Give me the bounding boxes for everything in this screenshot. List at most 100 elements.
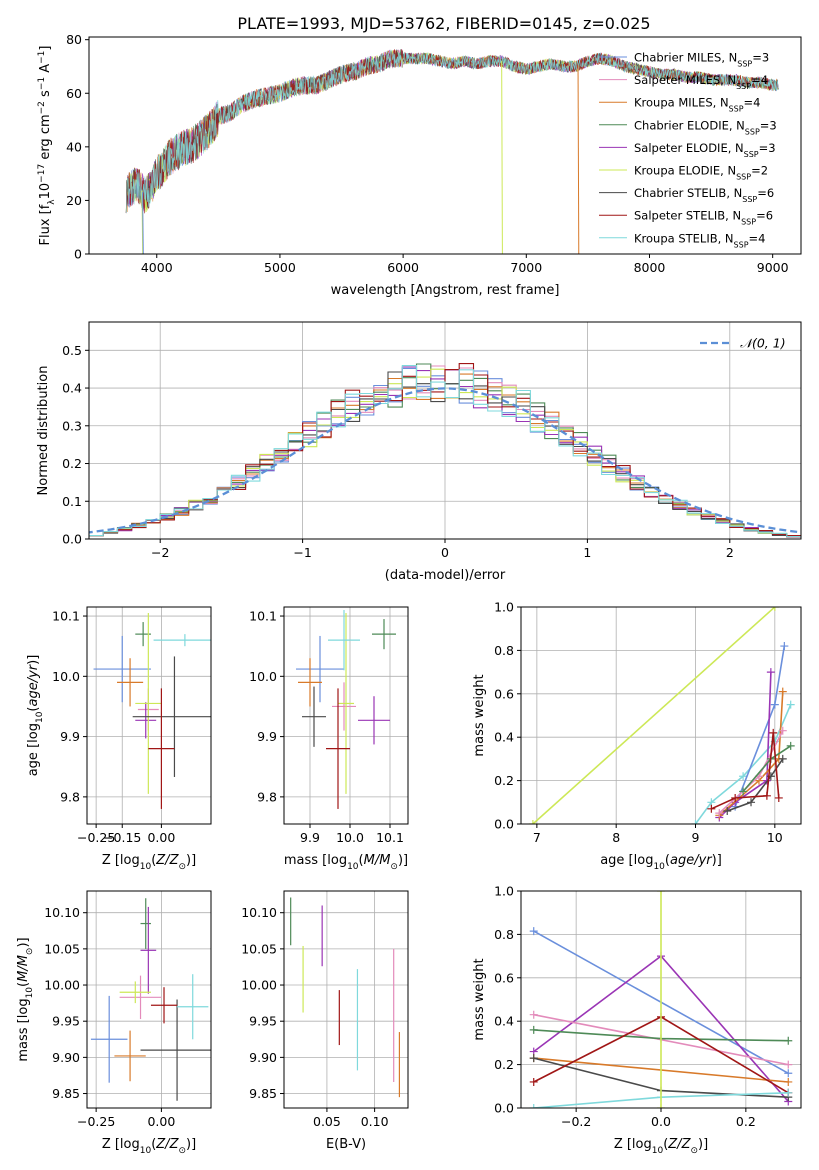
weight-marker xyxy=(529,1025,538,1034)
x-tick-label: 9000 xyxy=(757,260,789,275)
weight_vs_age-panel: 7 8 9 10 0.0 0.2 0.4 0.6 0.8 1.0 age [log10(age/yr… xyxy=(472,600,802,872)
spectrum-legend: Chabrier MILES, NSSP=3 Salpeter MILES, NS… xyxy=(599,51,777,249)
x-tick-label: 0 xyxy=(441,545,449,560)
y-tick-label: 0.4 xyxy=(494,730,514,745)
y-tick-label: 0.4 xyxy=(494,1014,514,1029)
residuals-panel: −2 −1 0 1 2 0.0 0.1 0.2 0.3 0.4 0.5 (data-model)/er… xyxy=(36,321,802,583)
weight-marker xyxy=(657,891,665,895)
histogram-step xyxy=(89,363,801,537)
y-tick-label: 0.2 xyxy=(62,456,82,471)
mass_vs_Z-frame xyxy=(86,890,212,1109)
weight_vs_Z-axes: −0.2 0.0 0.2 0.0 0.2 0.4 0.6 0.8 1.0 xyxy=(494,884,802,1129)
y-tick-label: 1.0 xyxy=(494,600,514,615)
x-tick-label: −0.2 xyxy=(561,1114,591,1129)
x-tick-label: 0.0 xyxy=(651,1114,671,1129)
mass_vs_ebv-frame xyxy=(283,890,409,1109)
y-tick-label: 10.1 xyxy=(52,609,80,624)
y-tick-label: 9.95 xyxy=(249,1014,277,1029)
spectrum-axes: 4000 5000 6000 7000 8000 9000 0 20 40 60 80 xyxy=(66,32,802,275)
legend-label: Chabrier MILES, NSSP=3 xyxy=(634,51,769,69)
residuals-axes: −2 −1 0 1 2 0.0 0.1 0.2 0.3 0.4 0.5 xyxy=(62,321,802,560)
x-tick-label: 7 xyxy=(533,830,541,845)
age_vs_Z-axes: −0.25−0.15 0.00 9.8 9.9 10.0 10.1 xyxy=(52,606,212,845)
x-tick-label: 0.2 xyxy=(736,1114,756,1129)
legend-label: Kroupa STELIB, NSSP=4 xyxy=(634,231,765,249)
weight-marker xyxy=(529,1054,538,1063)
legend-label: 𝒩(0, 1) xyxy=(740,336,786,351)
y-tick-label: 0.0 xyxy=(494,1101,514,1116)
weight-marker xyxy=(786,700,795,709)
age_vs_mass-axes: 9.9 10.0 10.1 9.8 9.9 10.0 10.1 xyxy=(249,606,409,845)
y-tick-label: 9.90 xyxy=(52,1050,80,1065)
spectrum-dropout xyxy=(577,65,580,254)
weight-marker xyxy=(707,804,716,813)
spectrum-panel: 4000 5000 6000 7000 8000 9000 0 20 40 60 80 wavelen… xyxy=(37,32,802,298)
weight-marker xyxy=(762,791,771,800)
y-tick-label: 80 xyxy=(66,32,82,47)
weight-marker xyxy=(778,754,787,763)
y-tick-label: 0.2 xyxy=(494,1057,514,1072)
x-tick-label: −0.25 xyxy=(77,830,115,845)
y-tick-label: 0 xyxy=(74,247,82,262)
weight-marker xyxy=(529,1077,538,1086)
y-tick-label: 9.85 xyxy=(52,1086,80,1101)
x-tick-label: 1 xyxy=(583,545,591,560)
mass_vs_Z-ylabel: mass [log10(M/M⊙)] xyxy=(16,937,35,1061)
weight_vs_Z-marks xyxy=(529,891,793,1108)
weight-marker xyxy=(715,809,724,818)
legend-label: Salpeter ELODIE, NSSP=3 xyxy=(634,141,776,159)
y-tick-label: 0.1 xyxy=(62,494,82,509)
age_vs_mass-marks xyxy=(296,610,396,809)
weight-marker xyxy=(780,642,789,651)
y-tick-label: 10.05 xyxy=(44,941,80,956)
y-tick-label: 40 xyxy=(66,139,82,154)
y-tick-label: 60 xyxy=(66,86,82,101)
mass_vs_ebv-panel: 0.05 0.10 9.85 9.90 9.95 10.00 10.05 10.10 E(B-V… xyxy=(241,890,409,1152)
legend-label: Kroupa MILES, NSSP=4 xyxy=(634,96,760,114)
weight-marker xyxy=(766,668,775,677)
spectrum-marks xyxy=(125,49,779,254)
x-tick-label: 10 xyxy=(767,830,783,845)
x-tick-label: 10.0 xyxy=(336,830,364,845)
y-tick-label: 0.6 xyxy=(494,686,514,701)
weight-marker xyxy=(784,1088,793,1097)
age_vs_Z-ylabel: age [log10(age/yr)] xyxy=(26,655,45,777)
x-tick-label: −0.25 xyxy=(77,1114,115,1129)
legend-label: Salpeter STELIB, NSSP=6 xyxy=(634,209,773,227)
y-tick-label: 9.85 xyxy=(249,1086,277,1101)
legend-label: Chabrier ELODIE, NSSP=3 xyxy=(634,118,777,136)
mass_vs_ebv-marks xyxy=(290,897,401,1098)
legend-label: Chabrier STELIB, NSSP=6 xyxy=(634,186,774,204)
legend-label: Kroupa ELODIE, NSSP=2 xyxy=(634,164,768,182)
x-tick-label: 0.05 xyxy=(313,1114,341,1129)
y-tick-label: 10.10 xyxy=(44,905,80,920)
weight-marker xyxy=(691,820,700,824)
weight-marker xyxy=(529,1010,538,1019)
y-tick-label: 0.5 xyxy=(62,343,82,358)
y-tick-label: 0.6 xyxy=(494,970,514,985)
age_vs_Z-panel: −0.25−0.15 0.00 9.8 9.9 10.0 10.1 Z [log10(Z/Z… xyxy=(26,606,212,872)
residuals-marks xyxy=(89,363,801,538)
y-tick-label: 9.8 xyxy=(257,789,277,804)
weight-marker xyxy=(529,927,538,936)
x-tick-label: 8000 xyxy=(634,260,666,275)
figure-title: PLATE=1993, MJD=53762, FIBERID=0145, z=0… xyxy=(237,14,650,33)
x-tick-label: 0.00 xyxy=(147,830,175,845)
y-tick-label: 10.1 xyxy=(249,609,277,624)
weight-marker xyxy=(528,820,537,824)
spectrum-series-line xyxy=(125,49,779,213)
age_vs_mass-xlabel: mass [log10(M/M⊙)] xyxy=(284,853,408,872)
weight_vs_age-xlabel: age [log10(age/yr)] xyxy=(600,853,722,872)
age_vs_mass-frame xyxy=(283,606,409,825)
weight-marker xyxy=(747,798,756,807)
x-tick-label: 9.9 xyxy=(300,830,320,845)
weight-marker xyxy=(731,793,740,802)
weight_vs_Z-panel: −0.2 0.0 0.2 0.0 0.2 0.4 0.6 0.8 1.0 Z [log10(Z/Z… xyxy=(472,884,802,1156)
y-tick-label: 0.2 xyxy=(494,773,514,788)
x-tick-label: 5000 xyxy=(264,260,296,275)
spectrum-dropout xyxy=(501,61,503,254)
mass_vs_Z-panel: −0.25 0.00 9.85 9.90 9.95 10.00 10.05 10.10 Z [l… xyxy=(16,890,212,1156)
age_vs_Z-xlabel: Z [log10(Z/Z⊙)] xyxy=(102,853,196,872)
weight_vs_age-ylabel: mass weight xyxy=(472,674,487,756)
